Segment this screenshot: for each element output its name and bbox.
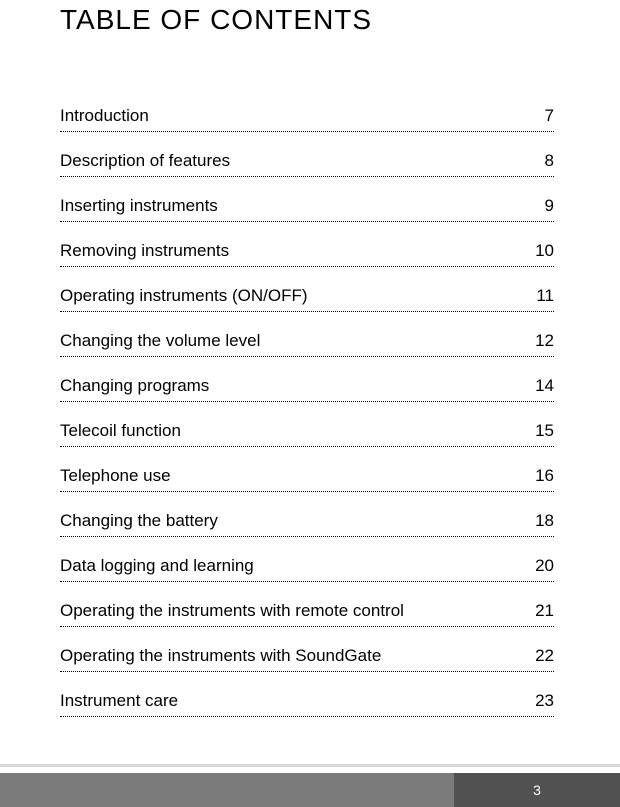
toc-label: Removing instruments (60, 241, 229, 261)
toc-page: 12 (530, 331, 554, 351)
toc-label: Description of features (60, 151, 230, 171)
toc-label: Telecoil function (60, 421, 181, 441)
table-of-contents: Introduction 7 Description of features 8 Ins… (60, 106, 554, 736)
toc-page: 10 (530, 241, 554, 261)
toc-row: Telephone use 16 (60, 466, 554, 492)
toc-row: Introduction 7 (60, 106, 554, 132)
toc-page: 21 (530, 601, 554, 621)
page-number: 3 (533, 782, 541, 798)
toc-label: Changing the battery (60, 511, 218, 531)
toc-page: 20 (530, 556, 554, 576)
toc-label: Changing the volume level (60, 331, 260, 351)
toc-page: 8 (530, 151, 554, 171)
toc-page: 9 (530, 196, 554, 216)
toc-label: Operating instruments (ON/OFF) (60, 286, 308, 306)
page: TABLE OF CONTENTS Introduction 7 Descripti… (0, 0, 620, 807)
toc-row: Removing instruments 10 (60, 241, 554, 267)
toc-label: Operating the instruments with SoundGate (60, 646, 381, 666)
footer-right-band: 3 (454, 773, 620, 807)
footer-divider (0, 764, 620, 767)
toc-row: Description of features 8 (60, 151, 554, 177)
toc-label: Data logging and learning (60, 556, 254, 576)
toc-row: Changing the battery 18 (60, 511, 554, 537)
toc-page: 23 (530, 691, 554, 711)
toc-label: Telephone use (60, 466, 171, 486)
toc-label: Instrument care (60, 691, 178, 711)
toc-page: 14 (530, 376, 554, 396)
page-title: TABLE OF CONTENTS (60, 4, 372, 36)
toc-row: Instrument care 23 (60, 691, 554, 717)
toc-page: 7 (530, 106, 554, 126)
toc-row: Data logging and learning 20 (60, 556, 554, 582)
toc-row: Inserting instruments 9 (60, 196, 554, 222)
footer: 3 (0, 773, 620, 807)
toc-row: Operating the instruments with SoundGate… (60, 646, 554, 672)
toc-row: Telecoil function 15 (60, 421, 554, 447)
toc-row: Changing programs 14 (60, 376, 554, 402)
toc-page: 15 (530, 421, 554, 441)
toc-label: Inserting instruments (60, 196, 218, 216)
toc-row: Operating the instruments with remote co… (60, 601, 554, 627)
toc-label: Introduction (60, 106, 149, 126)
toc-page: 11 (530, 286, 554, 306)
toc-label: Operating the instruments with remote co… (60, 601, 404, 621)
toc-page: 16 (530, 466, 554, 486)
footer-left-band (0, 773, 454, 807)
toc-row: Changing the volume level 12 (60, 331, 554, 357)
toc-page: 18 (530, 511, 554, 531)
toc-row: Operating instruments (ON/OFF) 11 (60, 286, 554, 312)
toc-label: Changing programs (60, 376, 209, 396)
toc-page: 22 (530, 646, 554, 666)
